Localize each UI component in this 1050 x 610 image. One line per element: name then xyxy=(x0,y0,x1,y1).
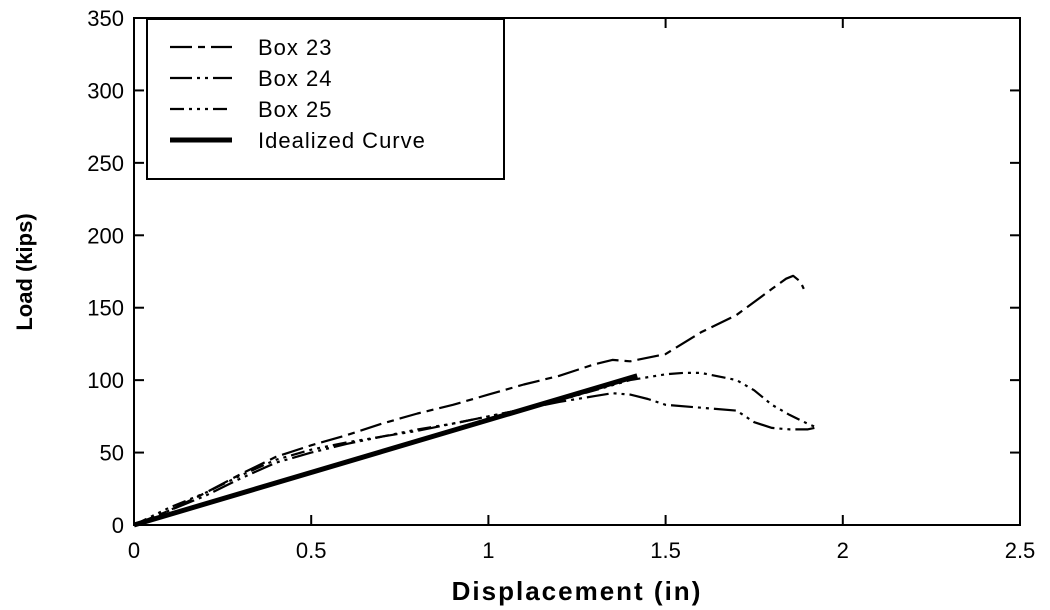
legend-label-box-23: Box 23 xyxy=(258,35,333,60)
x-tick-label: 0.5 xyxy=(296,538,327,563)
legend-box xyxy=(146,18,505,180)
series-lines xyxy=(133,274,815,528)
series-line-box-24 xyxy=(133,392,815,527)
series-line-idealized-curve xyxy=(133,373,638,528)
y-tick-label: 150 xyxy=(87,296,124,321)
y-tick-label: 100 xyxy=(87,368,124,393)
plot-area-frame xyxy=(133,17,1021,526)
y-tick-label: 350 xyxy=(87,6,124,31)
x-axis-title: Displacement (in) xyxy=(452,576,703,606)
x-tick-label: 0 xyxy=(128,538,140,563)
axis-tick-labels: 0 0.5 1 1.5 2 2.5 0 50 100 150 200 250 300 350 xyxy=(87,6,1035,563)
y-tick-label: 0 xyxy=(112,513,124,538)
legend-label-idealized-curve: Idealized Curve xyxy=(258,128,426,153)
y-tick-label: 200 xyxy=(87,223,124,248)
x-tick-label: 1.5 xyxy=(650,538,681,563)
y-tick-label: 50 xyxy=(100,441,124,466)
legend-label-box-24: Box 24 xyxy=(258,66,333,91)
y-axis-title: Load (kips) xyxy=(12,213,37,330)
legend: Box 23 Box 24 Box 25 Idealized Curve xyxy=(146,18,505,180)
y-tick-label: 300 xyxy=(87,78,124,103)
x-tick-label: 1 xyxy=(482,538,494,563)
x-tick-label: 2.5 xyxy=(1005,538,1036,563)
series-line-box-25 xyxy=(133,371,815,526)
x-tick-label: 2 xyxy=(837,538,849,563)
y-tick-label: 250 xyxy=(87,151,124,176)
legend-label-box-25: Box 25 xyxy=(258,97,333,122)
series-line-box-23 xyxy=(133,274,805,527)
legend-items: Box 23 Box 24 Box 25 Idealized Curve xyxy=(170,35,426,153)
